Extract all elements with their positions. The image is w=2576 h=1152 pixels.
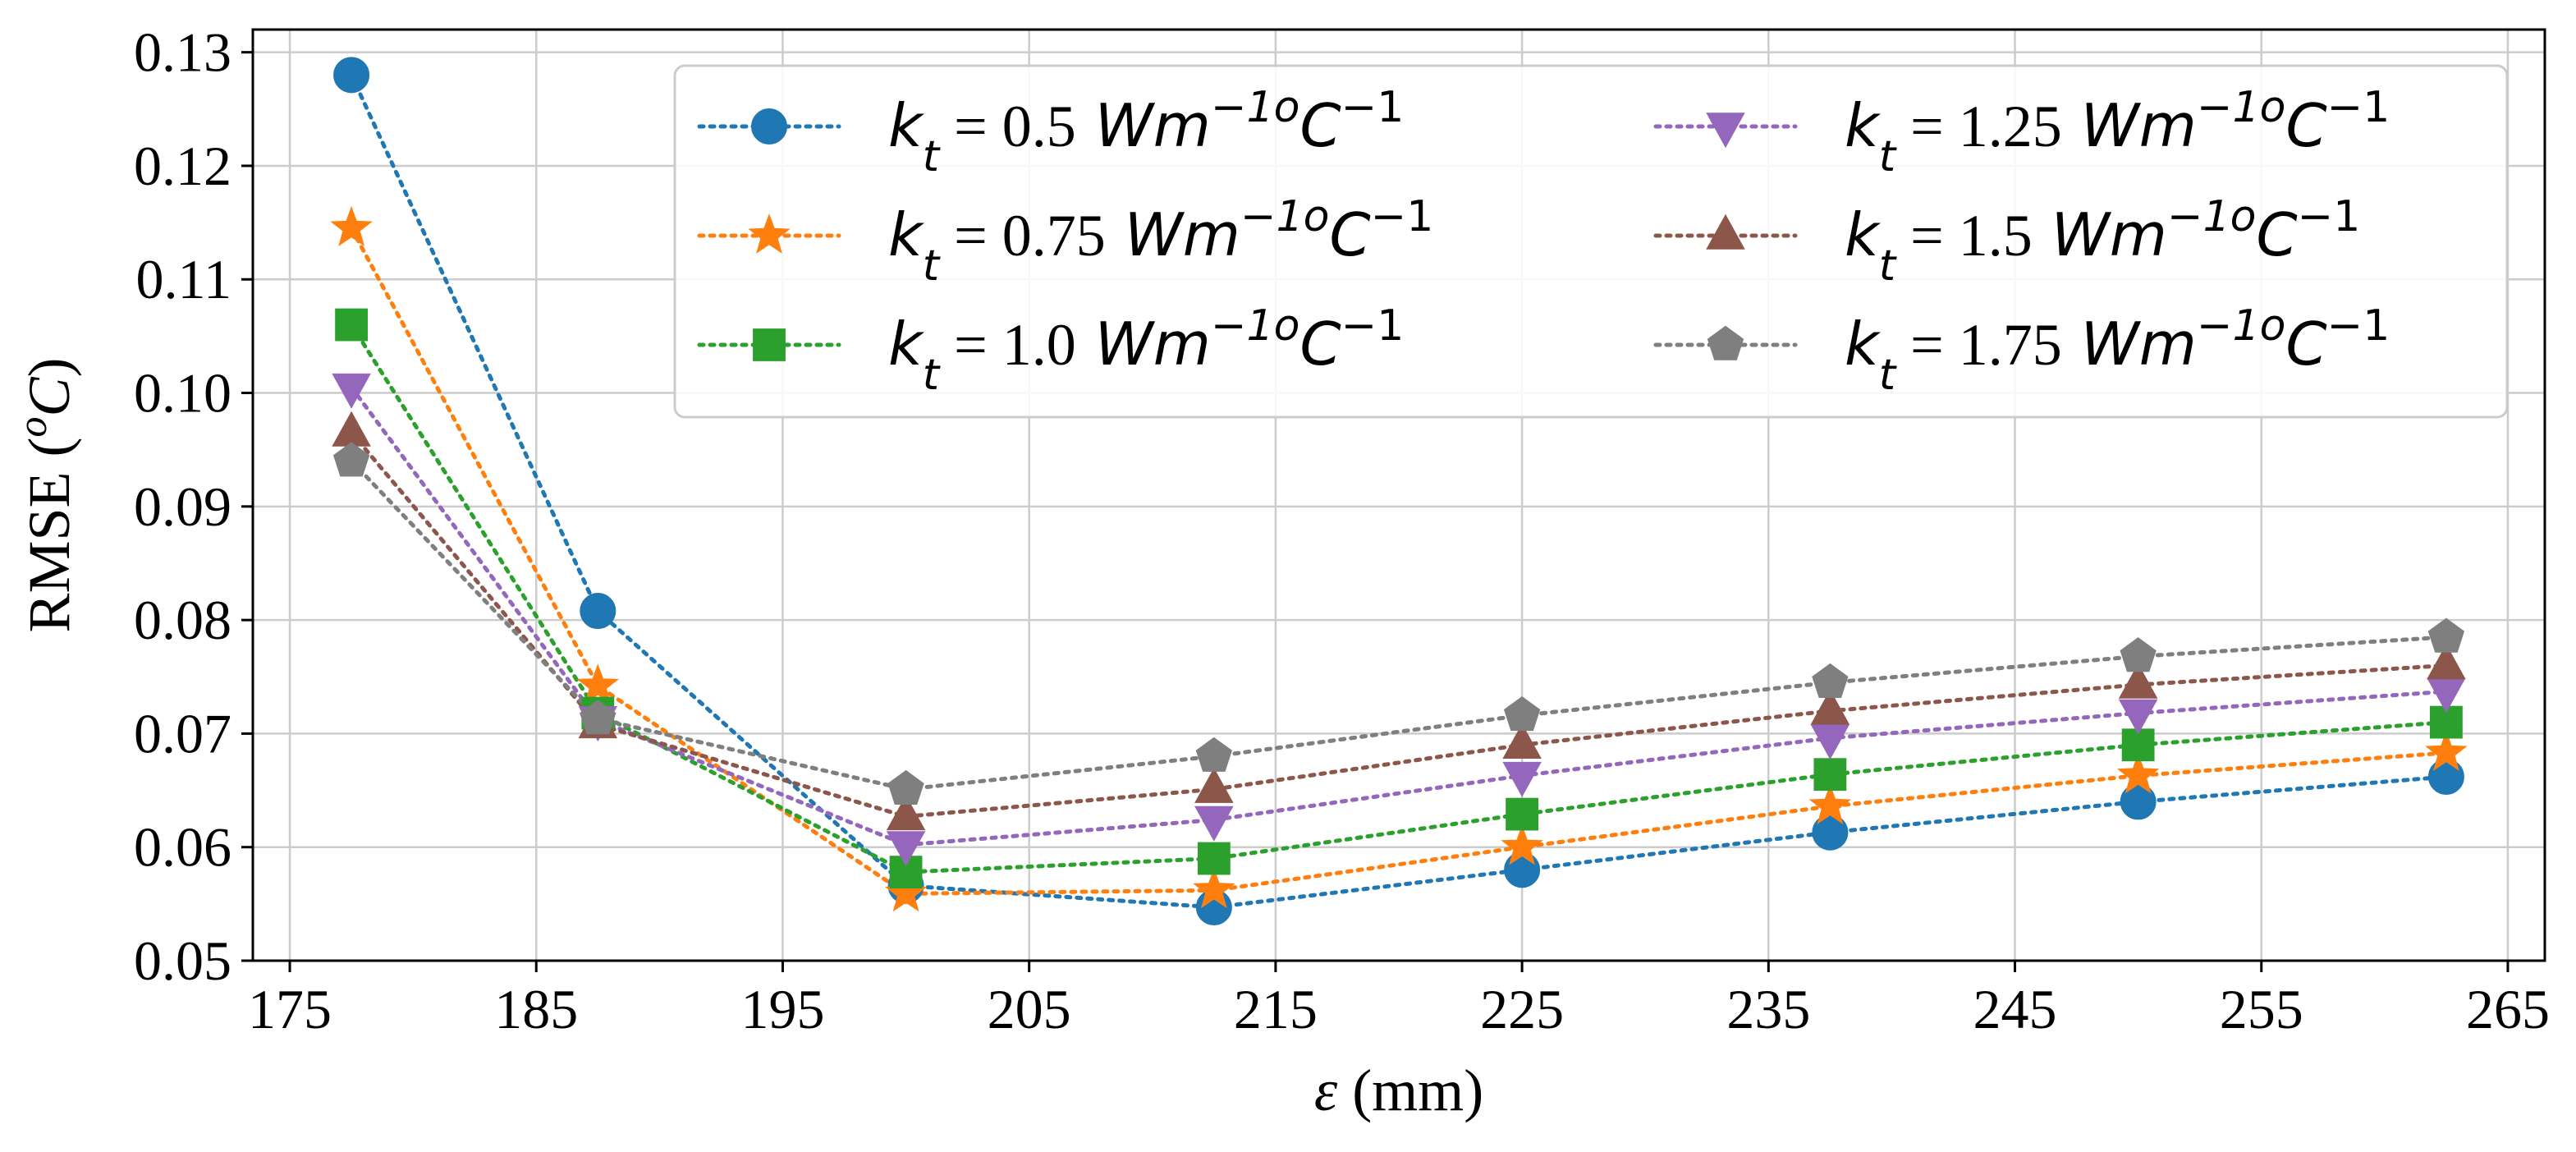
legend-label: kt = 1.0 Wm−1oC−1 <box>888 301 1404 400</box>
series-markers <box>330 57 2468 926</box>
legend-marker <box>748 213 791 254</box>
y-tick-label: 0.08 <box>134 589 231 651</box>
data-point-5-3 <box>1195 737 1232 772</box>
data-point-4-4 <box>1502 723 1542 759</box>
legend-entry-2: kt = 1.0 Wm−1oC−1 <box>697 301 1404 400</box>
legend-entry-0: kt = 0.5 Wm−1oC−1 <box>697 83 1404 181</box>
legend-marker <box>1707 325 1744 360</box>
data-point-4-3 <box>1194 767 1234 803</box>
data-point-5-0 <box>332 442 370 477</box>
legend-entry-1: kt = 0.75 Wm−1oC−1 <box>697 192 1433 291</box>
legend-label: kt = 1.5 Wm−1oC−1 <box>1845 192 2360 291</box>
plot-frame <box>251 28 2546 962</box>
legend-entry-4: kt = 1.5 Wm−1oC−1 <box>1653 192 2360 291</box>
legend-entry-3: kt = 1.25 Wm−1oC−1 <box>1653 83 2390 181</box>
x-tick-label: 195 <box>740 978 824 1040</box>
data-point-0-5 <box>1812 814 1849 851</box>
data-point-5-2 <box>887 769 924 805</box>
data-point-4-2 <box>886 795 926 831</box>
legend-marker <box>751 108 787 145</box>
series-line-4 <box>349 430 2449 819</box>
legend-marker <box>1706 112 1745 149</box>
y-tick-label: 0.06 <box>134 816 231 879</box>
data-point-3-3 <box>1194 805 1234 842</box>
y-tick-label: 0.07 <box>134 702 231 764</box>
y-axis-ticks: 0.05 0.06 0.07 0.08 0.09 0.10 0.11 0.12 0.13 <box>134 21 253 992</box>
y-tick-label: 0.09 <box>134 475 231 538</box>
x-tick-label: 205 <box>988 978 1071 1040</box>
data-point-5-6 <box>2120 637 2157 672</box>
legend-marker <box>1706 213 1745 250</box>
data-point-3-5 <box>1810 724 1850 760</box>
series-line-5 <box>349 459 2449 792</box>
x-tick-label: 245 <box>1973 978 2057 1040</box>
data-point-1-1 <box>576 663 620 705</box>
data-point-0-4 <box>1504 851 1541 888</box>
x-tick-label: 235 <box>1726 978 1810 1040</box>
legend-label: kt = 0.5 Wm−1oC−1 <box>888 83 1404 181</box>
data-point-2-3 <box>1197 842 1231 875</box>
legend-entry-5: kt = 1.75 Wm−1oC−1 <box>1653 301 2390 400</box>
data-point-1-4 <box>1501 824 1543 865</box>
data-point-3-0 <box>332 373 371 409</box>
y-tick-label: 0.11 <box>136 248 231 310</box>
data-point-2-0 <box>335 308 368 342</box>
x-tick-label: 215 <box>1234 978 1318 1040</box>
y-tick-label: 0.12 <box>134 135 231 197</box>
x-tick-label: 185 <box>494 978 578 1040</box>
data-point-5-1 <box>580 700 616 735</box>
data-point-4-0 <box>332 411 371 447</box>
legend-marker <box>753 328 786 361</box>
y-axis-title: RMSE (oC) <box>9 357 82 632</box>
x-axis-ticks: 175 185 195 205 215 225 235 245 255 265 <box>248 961 2550 1040</box>
legend-label: kt = 0.75 Wm−1oC−1 <box>888 192 1433 291</box>
data-point-5-4 <box>1503 695 1541 732</box>
data-point-4-5 <box>1810 689 1850 725</box>
y-tick-label: 0.10 <box>134 362 231 425</box>
data-point-3-2 <box>886 831 926 867</box>
legend: kt = 0.5 Wm−1oC−1 kt = 0.75 Wm−1oC−1 kt = … <box>673 64 2509 419</box>
data-point-1-0 <box>330 206 373 246</box>
data-point-0-1 <box>580 593 616 630</box>
legend-label: kt = 1.25 Wm−1oC−1 <box>1845 83 2390 181</box>
x-tick-label: 255 <box>2220 978 2303 1040</box>
data-point-1-3 <box>1193 868 1235 909</box>
data-point-5-5 <box>1812 663 1849 698</box>
series-lines <box>349 72 2449 910</box>
x-tick-label: 225 <box>1480 978 1564 1040</box>
data-point-1-5 <box>1808 783 1852 824</box>
data-point-3-6 <box>2118 699 2158 735</box>
data-point-2-5 <box>1813 758 1847 792</box>
legend-label: kt = 1.75 Wm−1oC−1 <box>1845 301 2390 400</box>
x-axis-title: ε (mm) <box>1314 1058 1483 1123</box>
data-point-4-6 <box>2118 663 2158 699</box>
x-tick-label: 265 <box>2466 978 2550 1040</box>
data-point-0-0 <box>333 57 370 94</box>
data-point-4-7 <box>2427 644 2466 680</box>
data-point-0-7 <box>2427 758 2464 795</box>
data-point-1-7 <box>2425 730 2468 771</box>
data-point-2-4 <box>1506 797 1539 831</box>
x-tick-label: 175 <box>248 978 332 1040</box>
data-point-1-6 <box>2116 753 2160 794</box>
data-point-5-7 <box>2427 617 2465 653</box>
data-point-3-4 <box>1502 761 1542 797</box>
data-point-0-6 <box>2120 783 2157 820</box>
series-line-1 <box>349 226 2449 896</box>
series-line-0 <box>349 72 2449 910</box>
legend-box <box>673 64 2509 419</box>
y-tick-label: 0.05 <box>134 929 231 992</box>
y-tick-label: 0.13 <box>134 21 231 84</box>
